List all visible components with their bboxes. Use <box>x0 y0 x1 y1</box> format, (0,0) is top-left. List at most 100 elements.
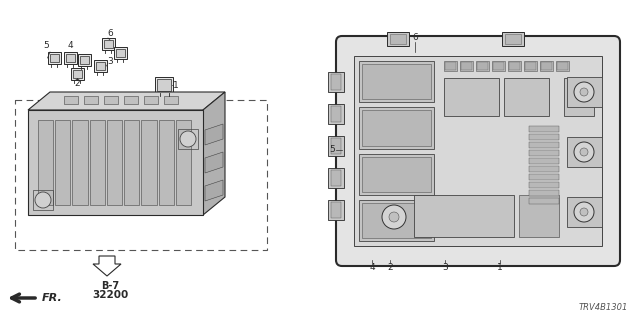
Bar <box>77 54 90 66</box>
Bar <box>72 70 81 78</box>
Bar <box>541 62 552 70</box>
Bar <box>359 200 434 241</box>
Bar <box>33 190 53 210</box>
Bar <box>104 40 113 48</box>
Circle shape <box>574 82 594 102</box>
Bar <box>567 77 602 107</box>
Bar <box>557 62 568 70</box>
Circle shape <box>180 131 196 147</box>
Bar <box>331 202 341 218</box>
Bar <box>328 104 344 124</box>
Bar <box>79 56 88 64</box>
Bar <box>444 78 499 116</box>
Bar <box>155 77 173 93</box>
Polygon shape <box>203 92 225 215</box>
Text: 2: 2 <box>387 262 393 271</box>
Bar <box>159 120 174 205</box>
Bar <box>525 62 536 70</box>
Bar <box>461 62 472 70</box>
Bar <box>144 96 158 104</box>
Bar <box>556 61 569 71</box>
Polygon shape <box>205 152 223 173</box>
Bar <box>95 62 104 70</box>
Bar <box>492 61 505 71</box>
Bar <box>362 110 431 146</box>
Circle shape <box>389 212 399 222</box>
Bar <box>124 96 138 104</box>
Bar <box>529 190 559 196</box>
Bar <box>505 34 521 44</box>
Bar <box>362 156 431 192</box>
Bar <box>509 62 520 70</box>
Bar <box>115 49 125 57</box>
Polygon shape <box>28 92 225 110</box>
Bar <box>529 134 559 140</box>
Bar <box>359 61 434 102</box>
Bar <box>564 78 594 116</box>
Bar <box>476 61 489 71</box>
Text: 6: 6 <box>107 29 113 38</box>
Bar <box>64 96 78 104</box>
Bar <box>362 64 431 99</box>
Bar <box>508 61 521 71</box>
Bar <box>529 142 559 148</box>
Bar <box>328 200 344 220</box>
Bar <box>567 137 602 167</box>
Bar <box>567 197 602 227</box>
Bar <box>15 100 267 250</box>
Circle shape <box>35 192 51 208</box>
Bar <box>49 54 58 62</box>
Bar <box>47 52 61 64</box>
Bar <box>529 150 559 156</box>
Bar <box>104 96 118 104</box>
Text: 3: 3 <box>442 262 448 271</box>
Bar <box>359 154 434 195</box>
Bar <box>331 74 341 90</box>
Circle shape <box>580 148 588 156</box>
Bar <box>328 136 344 156</box>
Bar <box>460 61 473 71</box>
Bar <box>331 170 341 186</box>
Bar <box>354 56 602 246</box>
Bar <box>124 120 140 205</box>
Bar <box>141 120 157 205</box>
Text: 4: 4 <box>369 262 375 271</box>
Bar <box>72 120 88 205</box>
Bar <box>529 126 559 132</box>
Circle shape <box>382 205 406 229</box>
Bar <box>331 106 341 122</box>
Circle shape <box>580 88 588 96</box>
Bar <box>519 195 559 237</box>
Bar <box>524 61 537 71</box>
Text: 32200: 32200 <box>92 290 128 300</box>
Text: TRV4B1301: TRV4B1301 <box>579 303 628 312</box>
Bar <box>529 174 559 180</box>
Bar <box>63 52 77 64</box>
Bar <box>529 198 559 204</box>
Bar <box>38 120 53 205</box>
Bar <box>70 68 83 80</box>
Text: 1: 1 <box>173 81 179 90</box>
Bar <box>414 195 514 237</box>
Circle shape <box>574 202 594 222</box>
FancyBboxPatch shape <box>336 36 620 266</box>
Bar <box>65 54 74 62</box>
Bar <box>477 62 488 70</box>
Bar <box>359 107 434 148</box>
Bar <box>157 79 171 91</box>
Bar <box>55 120 70 205</box>
Bar <box>176 120 191 205</box>
Text: 6: 6 <box>412 34 418 43</box>
Bar <box>90 120 105 205</box>
Bar <box>164 96 178 104</box>
Bar <box>178 129 198 149</box>
Bar <box>540 61 553 71</box>
Bar <box>28 110 203 215</box>
Bar <box>390 34 406 44</box>
Polygon shape <box>205 180 223 201</box>
Bar <box>493 62 504 70</box>
Polygon shape <box>93 256 121 276</box>
Bar <box>107 120 122 205</box>
Bar <box>445 62 456 70</box>
Bar <box>328 72 344 92</box>
